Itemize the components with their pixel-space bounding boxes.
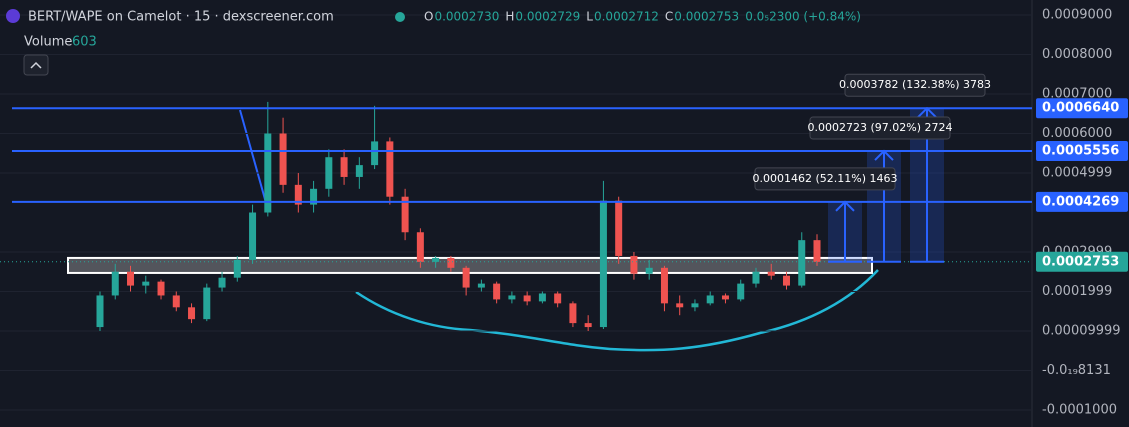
candle-body bbox=[203, 287, 211, 320]
change: 0.0₅2300 (+0.84%) bbox=[745, 10, 861, 24]
candle-body bbox=[294, 184, 302, 205]
candle-body bbox=[676, 303, 684, 308]
candle-body bbox=[584, 323, 592, 328]
candle-body bbox=[782, 275, 790, 286]
ohlc-value: 0.0002729 bbox=[515, 10, 580, 24]
candle-body bbox=[508, 295, 516, 300]
candle-body bbox=[462, 267, 470, 288]
candle-body bbox=[96, 295, 104, 328]
y-tick-label: 0.0004999 bbox=[1042, 166, 1112, 181]
candle-body bbox=[798, 240, 806, 286]
candle-body bbox=[416, 232, 424, 262]
candle-body bbox=[630, 255, 638, 274]
price-tag-label: 0.0004269 bbox=[1042, 194, 1119, 209]
candle-body bbox=[279, 133, 287, 185]
cup-curve bbox=[355, 269, 879, 352]
candle-body bbox=[264, 133, 272, 213]
y-tick-label: 0.00009999 bbox=[1042, 324, 1121, 339]
candle-body bbox=[813, 240, 821, 262]
ohlc-value: 0.0002730 bbox=[434, 10, 499, 24]
candle-body bbox=[325, 157, 333, 189]
candle-body bbox=[340, 157, 348, 177]
candle-body bbox=[477, 283, 485, 288]
price-tag bbox=[1036, 191, 1128, 212]
y-tick-label: 0.0001999 bbox=[1042, 284, 1112, 299]
y-tick-label: -0.0001000 bbox=[1042, 403, 1117, 418]
y-tick-label: -0.0₁₉8131 bbox=[1042, 363, 1111, 378]
candle-body bbox=[111, 271, 119, 296]
last-price-tag bbox=[1036, 251, 1128, 272]
candle-body bbox=[493, 283, 501, 300]
ohlc-value: 0.0002712 bbox=[594, 10, 659, 24]
ohlc-value: 0.0002753 bbox=[674, 10, 739, 24]
measure-label-box bbox=[809, 116, 951, 140]
candle-body bbox=[752, 271, 760, 284]
candle-body bbox=[218, 277, 226, 288]
ohlc-key: C bbox=[665, 10, 673, 24]
ohlc-key: L bbox=[586, 10, 593, 24]
measure-label-box bbox=[844, 73, 986, 97]
volume-label: Volume bbox=[24, 35, 72, 50]
candle-body bbox=[172, 295, 180, 308]
price-tag bbox=[1036, 141, 1128, 162]
measure-arrowhead bbox=[874, 149, 894, 161]
measure-label-box bbox=[754, 167, 896, 191]
candle-body bbox=[127, 271, 135, 286]
price-tag-label: 0.0005556 bbox=[1042, 144, 1119, 159]
candle-body bbox=[386, 141, 394, 197]
candle-body bbox=[660, 267, 668, 304]
y-tick-label: 0.0006000 bbox=[1042, 126, 1112, 141]
measure-arrowhead bbox=[835, 200, 855, 212]
candle-body bbox=[157, 281, 165, 296]
last-price-label: 0.0002753 bbox=[1042, 254, 1119, 269]
status-dot bbox=[395, 12, 405, 22]
candle-body bbox=[706, 295, 714, 304]
collapse-button[interactable] bbox=[23, 54, 49, 76]
candle-body bbox=[447, 257, 455, 268]
candle-body bbox=[523, 295, 531, 302]
collapse-icon bbox=[30, 61, 42, 69]
measure-label: 0.0002723 (97.02%) 2724 bbox=[808, 121, 953, 134]
measure-arrowhead bbox=[917, 106, 937, 118]
candle-body bbox=[355, 165, 363, 177]
ohlc-key: O bbox=[424, 10, 433, 24]
candle-body bbox=[142, 281, 150, 286]
candle-body bbox=[737, 283, 745, 300]
chart-title: BERT/WAPE on Camelot · 15 · dexscreener.… bbox=[28, 10, 334, 25]
candle-body bbox=[599, 200, 607, 328]
candle-body bbox=[721, 295, 729, 300]
candle-body bbox=[188, 307, 196, 320]
candle-body bbox=[401, 196, 409, 233]
measure-label: 0.0003782 (132.38%) 3783 bbox=[839, 78, 991, 91]
candle-body bbox=[691, 303, 699, 308]
volume-value: 603 bbox=[72, 35, 97, 50]
y-tick-label: 0.0008000 bbox=[1042, 47, 1112, 62]
price-tag-label: 0.0006640 bbox=[1042, 101, 1119, 116]
candle-body bbox=[645, 267, 653, 274]
candle-body bbox=[310, 188, 318, 205]
candle-body bbox=[233, 259, 241, 278]
candle-body bbox=[767, 271, 775, 276]
price-tag bbox=[1036, 98, 1128, 119]
candle-body bbox=[569, 303, 577, 324]
candle-body bbox=[249, 212, 257, 260]
candle-body bbox=[432, 257, 440, 262]
candle-body bbox=[554, 293, 562, 304]
y-tick-label: 0.0009000 bbox=[1042, 8, 1112, 23]
y-tick-label: 0.0007000 bbox=[1042, 87, 1112, 102]
measure-label: 0.0001462 (52.11%) 1463 bbox=[753, 172, 898, 185]
range-box bbox=[67, 256, 873, 274]
candle-body bbox=[615, 200, 623, 256]
candle-body bbox=[538, 293, 546, 302]
candle-body bbox=[371, 141, 379, 166]
token-icon bbox=[6, 9, 20, 23]
trend-line bbox=[239, 109, 269, 211]
ohlc-key: H bbox=[505, 10, 514, 24]
